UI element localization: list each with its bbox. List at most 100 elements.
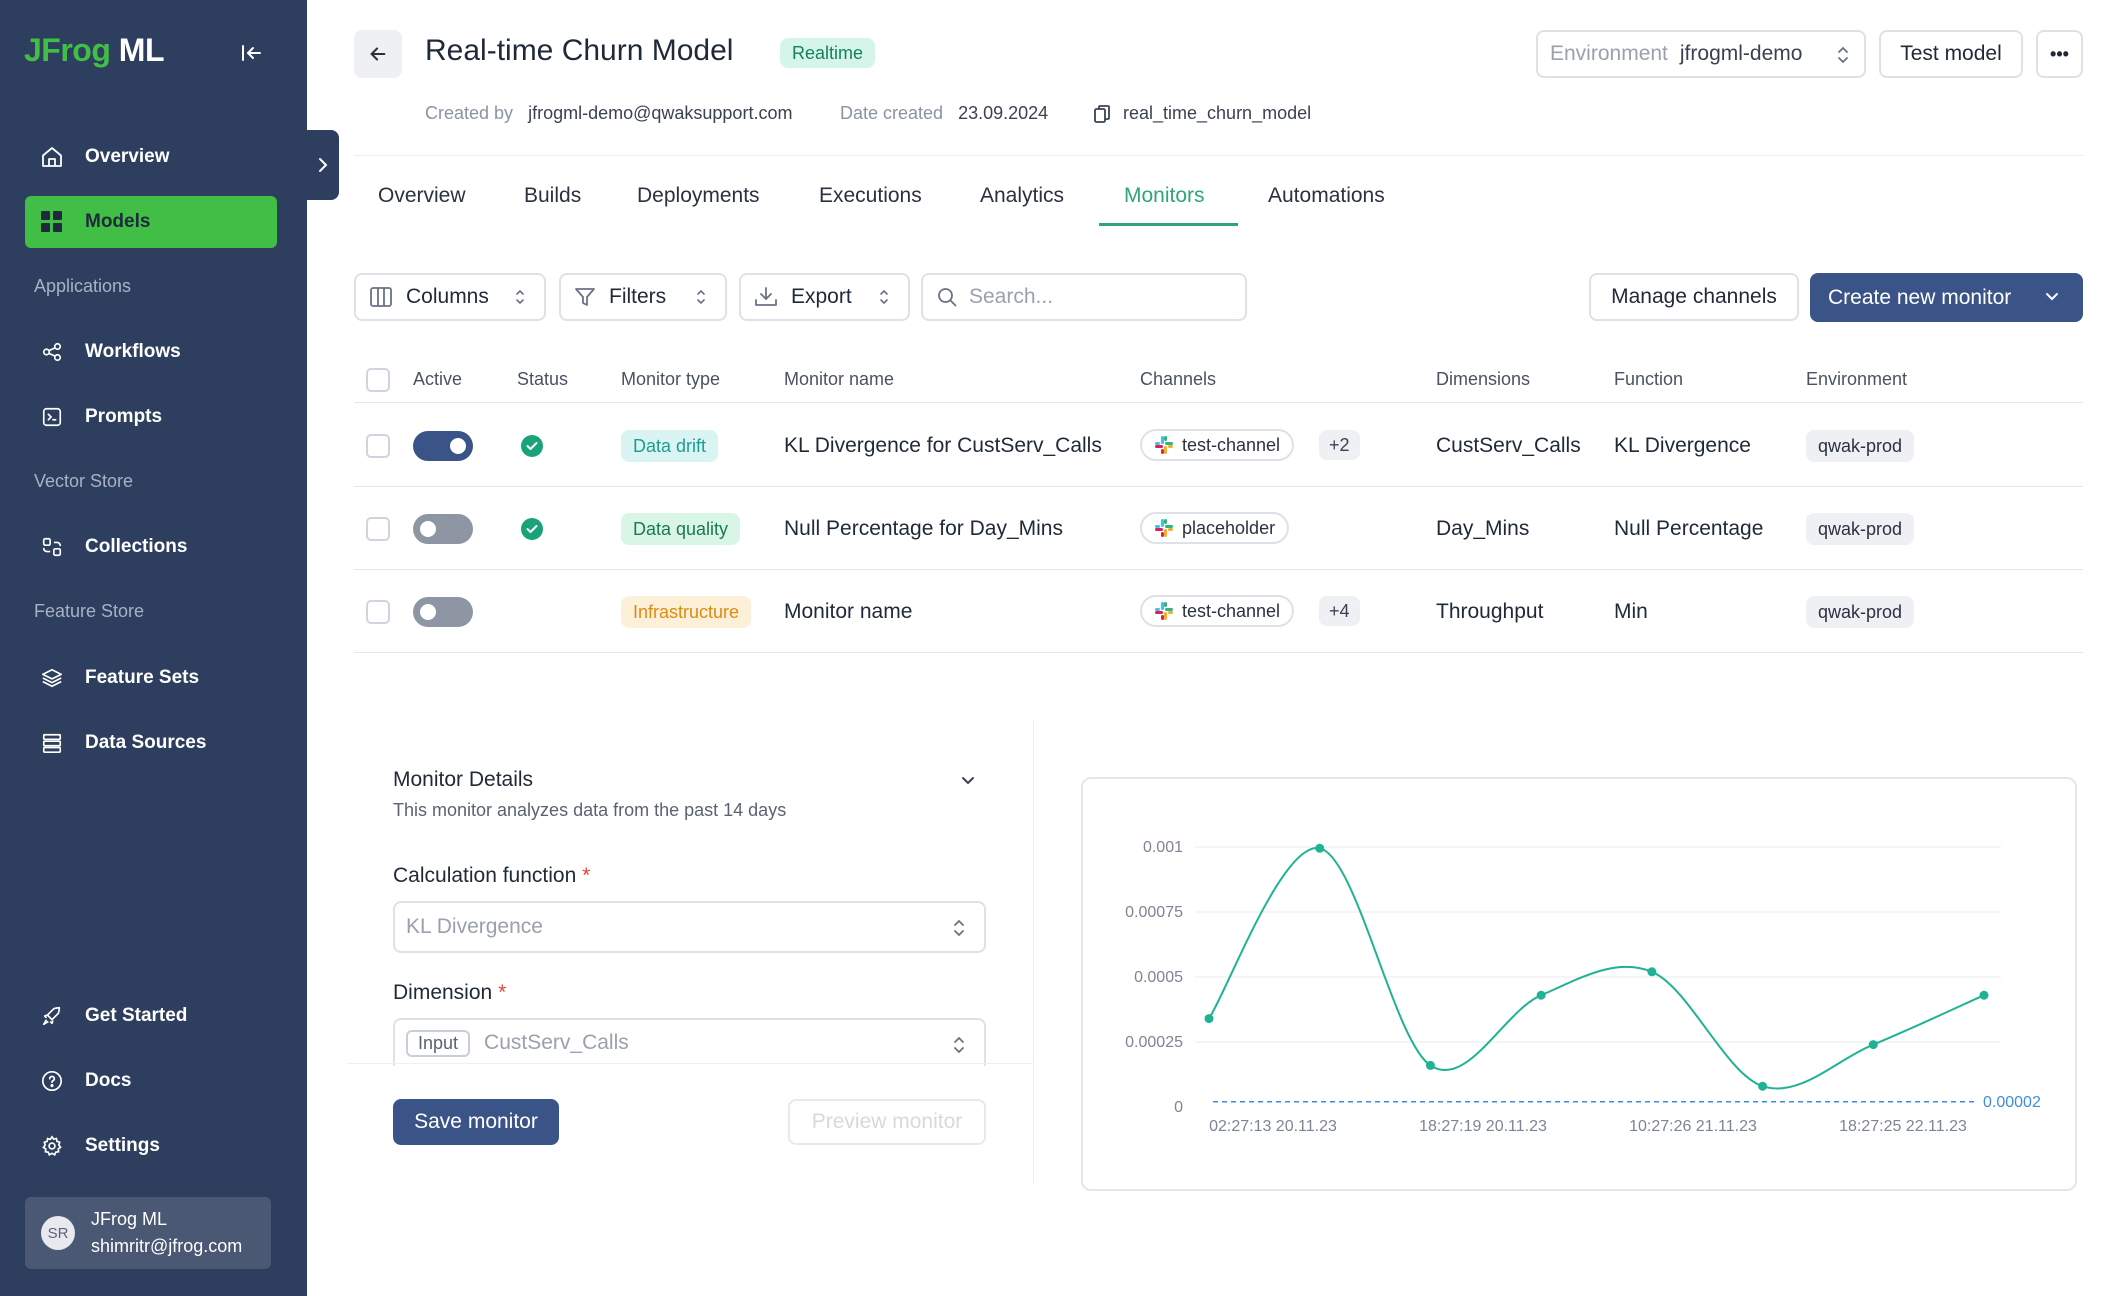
workflow-icon [39, 339, 65, 365]
create-monitor-button[interactable]: Create new monitor [1810, 273, 2083, 322]
row-checkbox[interactable] [366, 517, 390, 541]
column-header-active[interactable]: Active [413, 369, 463, 389]
user-profile[interactable]: SR JFrog ML shimritr@jfrog.com [25, 1197, 271, 1269]
sort-icon [954, 1036, 964, 1054]
row-checkbox[interactable] [366, 600, 390, 624]
sort-icon [697, 289, 705, 305]
user-name: JFrog ML [91, 1209, 168, 1229]
dimension-cell: Day_Mins [1436, 517, 1530, 540]
logo[interactable]: JFrog ML [24, 32, 164, 68]
column-header-monitor-name[interactable]: Monitor name [784, 369, 895, 389]
sidebar-item-docs[interactable]: Docs [25, 1055, 277, 1107]
date-created: Date created 23.09.2024 [840, 103, 1049, 123]
environment-select[interactable]: Environment jfrogml-demo [1536, 30, 1866, 78]
column-header-channels[interactable]: Channels [1140, 369, 1217, 389]
more-channels-badge[interactable]: +2 [1319, 430, 1360, 460]
sidebar: JFrog ML Overview Models Applications Wo… [0, 0, 307, 1296]
active-toggle[interactable] [413, 514, 473, 544]
sidebar-item-label: Workflows [85, 341, 181, 362]
sidebar-item-collections[interactable]: Collections [25, 521, 277, 573]
tab-automations[interactable]: Automations [1268, 184, 1385, 207]
prompt-icon [39, 404, 65, 430]
monitor-name[interactable]: KL Divergence for CustServ_Calls [784, 434, 1102, 457]
help-icon [39, 1068, 65, 1094]
more-options-button[interactable]: ••• [2036, 30, 2083, 78]
layers-icon [39, 665, 65, 691]
sidebar-item-get-started[interactable]: Get Started [25, 990, 277, 1042]
monitor-type-badge: Data quality [621, 513, 741, 545]
channel-chip: test-channel [1140, 595, 1295, 627]
tab-executions[interactable]: Executions [819, 184, 922, 207]
sidebar-item-feature-sets[interactable]: Feature Sets [25, 652, 277, 704]
chevron-down-icon[interactable] [958, 770, 978, 795]
sidebar-item-overview[interactable]: Overview [25, 131, 277, 183]
y-tick-label: 0.00025 [1125, 1034, 1183, 1051]
tab-deployments[interactable]: Deployments [637, 184, 760, 207]
select-all-checkbox[interactable] [366, 368, 390, 392]
data-point [1758, 1081, 1768, 1091]
line-chart: 0 0.00025 0.0005 0.00075 0.001 02:27:13 20.11… [1125, 839, 2041, 1135]
database-icon [39, 730, 65, 756]
expand-panel-button[interactable] [307, 130, 339, 200]
column-header-dimensions[interactable]: Dimensions [1436, 369, 1531, 389]
column-header-environment[interactable]: Environment [1806, 369, 1908, 389]
function-cell: Null Percentage [1614, 517, 1764, 540]
columns-button[interactable]: Columns [354, 273, 546, 321]
search-field[interactable] [921, 273, 1247, 321]
search-input[interactable] [969, 285, 1229, 309]
y-tick-label: 0.001 [1143, 839, 1183, 856]
calculation-function-select[interactable]: KL Divergence [393, 901, 986, 953]
sidebar-item-label: Get Started [85, 1005, 188, 1026]
sidebar-item-label: Settings [85, 1135, 160, 1156]
back-button[interactable] [354, 30, 402, 78]
section-vector-store: Vector Store [34, 471, 134, 491]
sort-icon [880, 289, 888, 305]
section-feature-store: Feature Store [34, 601, 145, 621]
sidebar-item-workflows[interactable]: Workflows [25, 326, 277, 378]
row-checkbox[interactable] [366, 434, 390, 458]
table-header-divider [354, 402, 2083, 403]
model-id[interactable]: real_time_churn_model [1093, 103, 1311, 124]
filters-button[interactable]: Filters [559, 273, 727, 321]
save-monitor-button[interactable]: Save monitor [393, 1099, 559, 1145]
preview-monitor-button[interactable]: Preview monitor [788, 1099, 986, 1145]
slack-icon [1154, 435, 1174, 455]
manage-channels-button[interactable]: Manage channels [1589, 273, 1799, 321]
column-header-status[interactable]: Status [517, 369, 569, 389]
x-tick-label: 02:27:13 20.11.23 [1209, 1118, 1337, 1135]
monitor-name[interactable]: Null Percentage for Day_Mins [784, 517, 1063, 540]
tab-monitors[interactable]: Monitors [1124, 184, 1205, 207]
monitor-type-badge: Data drift [621, 430, 719, 462]
column-header-function[interactable]: Function [1614, 369, 1684, 389]
panel-divider [347, 1063, 1033, 1064]
row-divider [354, 569, 2083, 570]
search-icon [938, 288, 957, 307]
active-toggle[interactable] [413, 431, 473, 461]
sidebar-item-label: Docs [85, 1070, 132, 1091]
data-point [1979, 990, 1989, 1000]
sidebar-item-data-sources[interactable]: Data Sources [25, 717, 277, 769]
column-header-monitor-type[interactable]: Monitor type [621, 369, 721, 389]
export-button[interactable]: Export [739, 273, 910, 321]
test-model-button[interactable]: Test model [1879, 30, 2023, 78]
collapse-sidebar-icon[interactable] [236, 38, 266, 68]
grid-icon [39, 209, 65, 235]
row-divider [354, 652, 2083, 653]
monitor-details-subtitle: This monitor analyzes data from the past… [393, 800, 787, 820]
data-point [1425, 1060, 1435, 1070]
monitor-name[interactable]: Monitor name [784, 600, 913, 623]
sidebar-item-prompts[interactable]: Prompts [25, 391, 277, 443]
tab-overview[interactable]: Overview [378, 184, 466, 207]
sidebar-item-label: Feature Sets [85, 667, 200, 688]
more-channels-badge[interactable]: +4 [1319, 596, 1360, 626]
dimension-select[interactable]: Input CustServ_Calls [393, 1018, 986, 1066]
header-divider [354, 155, 2084, 156]
sidebar-item-models[interactable]: Models [25, 196, 277, 248]
tab-builds[interactable]: Builds [524, 184, 582, 207]
dimension-label: Dimension * [393, 981, 507, 1004]
sidebar-item-label: Data Sources [85, 732, 207, 753]
x-tick-label: 10:27:26 21.11.23 [1629, 1118, 1757, 1135]
tab-analytics[interactable]: Analytics [980, 184, 1065, 207]
active-toggle[interactable] [413, 597, 473, 627]
sidebar-item-settings[interactable]: Settings [25, 1120, 277, 1172]
